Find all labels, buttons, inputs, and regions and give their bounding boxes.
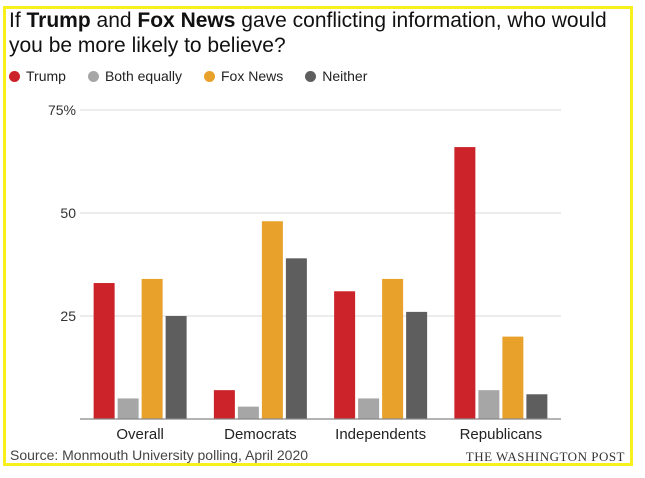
bar-trump-republicans — [454, 147, 476, 419]
bar-neither-republicans — [526, 394, 548, 419]
bar-fox-news-republicans — [502, 336, 524, 419]
x-category-label: Republicans — [460, 426, 543, 443]
legend-swatch — [87, 70, 99, 82]
x-category-label: Democrats — [224, 426, 297, 443]
legend-label: Neither — [322, 68, 368, 84]
publisher-logo-text: THE WASHINGTON POST — [465, 449, 625, 464]
legend-label: Both equally — [104, 68, 182, 84]
bar-both-equally-independents — [358, 398, 380, 419]
bar-fox-news-independents — [382, 278, 404, 419]
y-tick-label: 25 — [60, 308, 76, 324]
legend-swatch — [305, 70, 317, 82]
bar-fox-news-overall — [141, 278, 163, 419]
legend-label: Fox News — [221, 68, 284, 84]
chart-legend: Trump Both equally Fox News Neither — [9, 66, 389, 86]
bar-trump-democrats — [213, 390, 235, 419]
title-prefix: If — [9, 9, 27, 32]
x-category-label: Overall — [116, 426, 164, 443]
title-middle: and — [90, 9, 138, 32]
bar-neither-independents — [406, 311, 428, 419]
legend-item-neither: Neither — [305, 68, 367, 84]
x-category-label: Independents — [335, 426, 426, 443]
bar-both-equally-democrats — [237, 406, 259, 419]
title-entity-trump: Trump — [26, 9, 91, 32]
legend-item-trump: Trump — [9, 68, 66, 84]
legend-item-fox-news: Fox News — [204, 68, 283, 84]
title-entity-fox-news: Fox News — [137, 9, 236, 32]
y-tick-label: 50 — [60, 205, 76, 221]
bar-neither-overall — [165, 316, 187, 419]
bar-neither-democrats — [285, 258, 307, 419]
title-suffix: gave conflicting information, who would … — [9, 9, 607, 57]
chart-title: If Trump and Fox News gave conflicting i… — [9, 8, 619, 58]
legend-item-both-equally: Both equally — [87, 68, 182, 84]
legend-swatch — [9, 70, 20, 82]
legend-label: Trump — [26, 68, 66, 84]
bar-both-equally-overall — [117, 398, 139, 419]
bar-trump-independents — [334, 291, 356, 419]
bar-trump-overall — [93, 283, 115, 419]
legend-swatch — [204, 70, 215, 82]
y-tick-label: 75% — [48, 102, 76, 118]
bar-fox-news-democrats — [261, 221, 283, 419]
bar-both-equally-republicans — [478, 390, 500, 419]
source-note: Source: Monmouth University polling, Apr… — [10, 447, 309, 463]
